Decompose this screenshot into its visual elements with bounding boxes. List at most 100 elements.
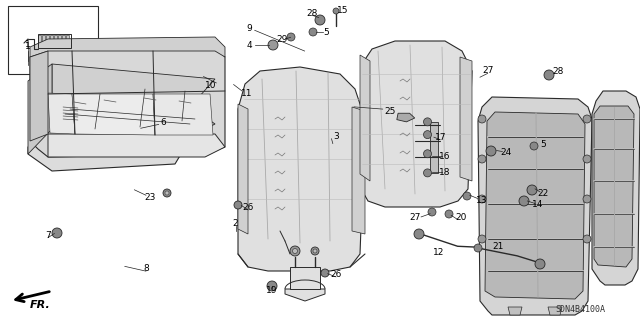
- Polygon shape: [38, 35, 41, 47]
- Polygon shape: [360, 55, 370, 181]
- Circle shape: [478, 115, 486, 123]
- Circle shape: [519, 196, 529, 206]
- Polygon shape: [48, 93, 75, 134]
- Text: 23: 23: [145, 193, 156, 202]
- Text: 19: 19: [266, 286, 278, 295]
- Polygon shape: [397, 113, 415, 122]
- Text: 20: 20: [455, 213, 467, 222]
- Text: 29: 29: [276, 35, 287, 44]
- Text: 18: 18: [439, 168, 451, 177]
- Polygon shape: [52, 64, 215, 107]
- Text: 15: 15: [337, 6, 348, 15]
- Polygon shape: [30, 37, 225, 57]
- Polygon shape: [153, 94, 213, 135]
- Text: 21: 21: [492, 242, 504, 251]
- Circle shape: [315, 15, 325, 25]
- Circle shape: [424, 130, 431, 139]
- Polygon shape: [28, 64, 52, 154]
- Polygon shape: [62, 35, 65, 47]
- Circle shape: [463, 192, 471, 200]
- Circle shape: [163, 189, 171, 197]
- Text: 12: 12: [433, 248, 444, 257]
- Circle shape: [583, 115, 591, 123]
- Text: 1: 1: [25, 42, 30, 51]
- Circle shape: [424, 118, 431, 126]
- Text: 5: 5: [324, 28, 329, 37]
- Polygon shape: [592, 91, 640, 285]
- Text: 26: 26: [330, 271, 342, 279]
- Polygon shape: [30, 47, 225, 157]
- Polygon shape: [238, 67, 365, 271]
- Text: 13: 13: [476, 196, 487, 205]
- Polygon shape: [478, 97, 592, 315]
- Polygon shape: [485, 112, 585, 299]
- Polygon shape: [548, 307, 562, 315]
- Circle shape: [428, 208, 436, 216]
- Polygon shape: [50, 35, 53, 47]
- Polygon shape: [352, 107, 365, 234]
- Polygon shape: [28, 64, 215, 171]
- Text: 3: 3: [333, 132, 339, 141]
- Polygon shape: [54, 35, 57, 47]
- Circle shape: [424, 150, 431, 158]
- Circle shape: [583, 195, 591, 203]
- Text: 14: 14: [532, 200, 543, 209]
- Text: 17: 17: [435, 133, 446, 142]
- Polygon shape: [48, 134, 225, 157]
- Circle shape: [313, 249, 317, 253]
- Polygon shape: [66, 35, 69, 47]
- Circle shape: [530, 142, 538, 150]
- Circle shape: [165, 191, 169, 195]
- Text: 25: 25: [385, 107, 396, 115]
- Circle shape: [527, 185, 537, 195]
- Text: 22: 22: [537, 189, 548, 198]
- Text: FR.: FR.: [30, 300, 51, 310]
- Text: 9: 9: [247, 24, 252, 33]
- Text: 26: 26: [243, 204, 254, 212]
- Circle shape: [333, 8, 339, 14]
- Text: 11: 11: [241, 89, 252, 98]
- Text: 6: 6: [161, 118, 166, 127]
- Bar: [8, 6, 98, 74]
- Text: 1: 1: [25, 40, 30, 48]
- Circle shape: [268, 40, 278, 50]
- Circle shape: [478, 235, 486, 243]
- Polygon shape: [290, 267, 320, 289]
- Circle shape: [52, 228, 62, 238]
- Text: 28: 28: [552, 67, 564, 76]
- Circle shape: [287, 33, 295, 41]
- Polygon shape: [594, 106, 634, 267]
- Circle shape: [583, 235, 591, 243]
- Text: 27: 27: [482, 66, 493, 75]
- Circle shape: [486, 146, 496, 156]
- Circle shape: [234, 201, 242, 209]
- Polygon shape: [285, 289, 325, 301]
- Polygon shape: [508, 307, 522, 315]
- Text: 10: 10: [205, 81, 217, 90]
- Text: SDN4B4100A: SDN4B4100A: [555, 305, 605, 314]
- Circle shape: [478, 195, 486, 203]
- Circle shape: [474, 244, 482, 252]
- Circle shape: [424, 169, 431, 177]
- Circle shape: [267, 281, 277, 291]
- Circle shape: [414, 229, 424, 239]
- Polygon shape: [30, 51, 48, 141]
- Polygon shape: [460, 57, 472, 181]
- Text: 16: 16: [439, 152, 451, 161]
- Polygon shape: [238, 104, 248, 234]
- Circle shape: [309, 28, 317, 36]
- Polygon shape: [430, 122, 438, 173]
- Text: 24: 24: [500, 148, 511, 157]
- Polygon shape: [52, 94, 215, 144]
- Text: 5: 5: [540, 140, 545, 149]
- Text: 2: 2: [233, 219, 238, 228]
- Circle shape: [478, 155, 486, 163]
- Polygon shape: [58, 35, 61, 47]
- Polygon shape: [46, 35, 49, 47]
- Circle shape: [321, 269, 329, 277]
- Circle shape: [445, 210, 453, 218]
- Circle shape: [583, 155, 591, 163]
- Polygon shape: [360, 41, 472, 207]
- Polygon shape: [42, 35, 45, 47]
- Text: 7: 7: [45, 231, 51, 240]
